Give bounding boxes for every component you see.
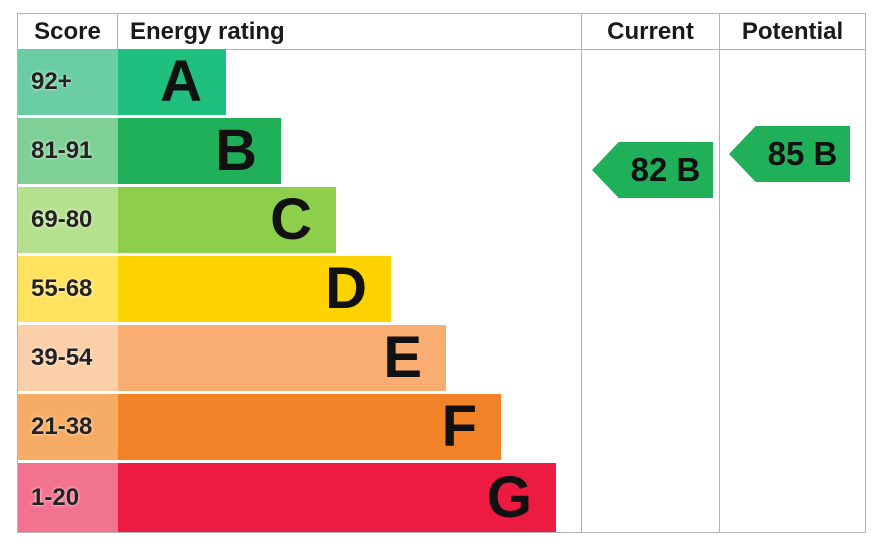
current-rating-arrow: 82 B: [592, 142, 713, 198]
current-rating-value: 82 B: [630, 151, 701, 188]
score-range-g: 1-20: [18, 463, 118, 532]
score-range-a: 92+: [18, 49, 118, 115]
band-row-b: 81-91 B: [18, 118, 865, 187]
rating-bar-f: F: [118, 394, 501, 460]
rating-bar-b: B: [118, 118, 281, 184]
potential-rating-arrow: 85 B: [729, 126, 850, 182]
potential-column-divider: [719, 14, 720, 532]
header-row: Score Energy rating Current Potential: [18, 14, 865, 49]
chart-frame: Score Energy rating Current Potential 92…: [17, 13, 866, 533]
header-divider-line: [18, 49, 865, 50]
band-row-a: 92+ A: [18, 49, 865, 118]
rating-bar-c: C: [118, 187, 336, 253]
column-header-score: Score: [34, 18, 101, 45]
rating-bar-g: G: [118, 463, 556, 532]
column-header-current: Current: [607, 18, 694, 45]
band-row-e: 39-54 E: [18, 325, 865, 394]
band-row-g: 1-20 G: [18, 463, 865, 532]
band-row-c: 69-80 C: [18, 187, 865, 256]
rating-bands: 92+ A 81-91 B 69-80 C 55-68 D 39-54 E 21…: [18, 49, 865, 532]
current-column-divider: [581, 14, 582, 532]
rating-bar-d: D: [118, 256, 391, 322]
rating-bar-e: E: [118, 325, 446, 391]
band-row-f: 21-38 F: [18, 394, 865, 463]
score-range-c: 69-80: [18, 187, 118, 253]
score-column-divider: [117, 14, 118, 49]
band-row-d: 55-68 D: [18, 256, 865, 325]
column-header-potential: Potential: [741, 18, 844, 45]
score-range-d: 55-68: [18, 256, 118, 322]
score-range-f: 21-38: [18, 394, 118, 460]
score-range-b: 81-91: [18, 118, 118, 184]
potential-rating-value: 85 B: [767, 135, 838, 172]
rating-bar-a: A: [118, 49, 226, 115]
score-range-e: 39-54: [18, 325, 118, 391]
column-header-energy-rating: Energy rating: [130, 18, 285, 45]
